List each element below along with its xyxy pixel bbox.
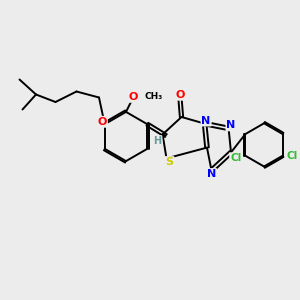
Text: N: N	[226, 120, 236, 130]
Text: O: O	[98, 117, 107, 127]
Text: O: O	[129, 92, 138, 102]
Text: N: N	[207, 169, 216, 179]
Text: H: H	[153, 136, 162, 146]
Text: Cl: Cl	[287, 151, 298, 161]
Text: S: S	[166, 157, 173, 167]
Text: N: N	[202, 116, 211, 126]
Text: Cl: Cl	[230, 153, 241, 163]
Text: CH₃: CH₃	[145, 92, 163, 101]
Text: O: O	[175, 90, 185, 100]
